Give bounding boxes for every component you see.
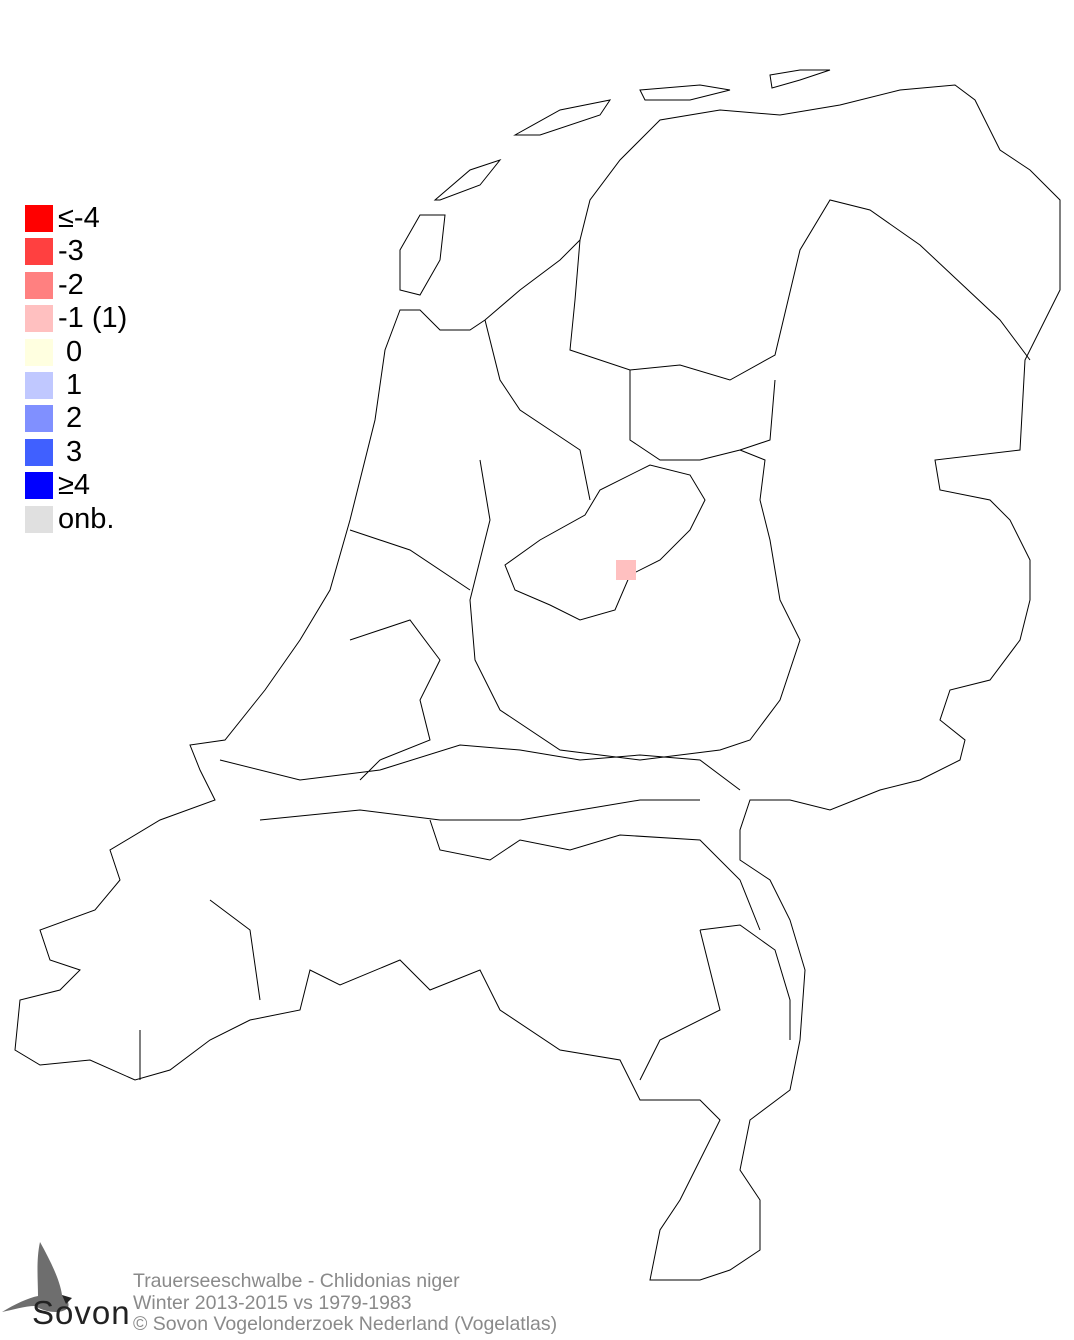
legend-swatch: [25, 305, 53, 333]
island-terschelling: [513, 99, 612, 136]
period: Winter 2013-2015 vs 1979-1983: [133, 1291, 412, 1314]
legend-swatch: [25, 472, 53, 500]
legend-label: ≤-4: [58, 202, 100, 234]
legend-swatch: [25, 338, 53, 366]
legend-label: 3: [58, 435, 83, 468]
legend-swatch: [25, 438, 53, 466]
mainland-outline: [14, 84, 1061, 1281]
logo-text: Sovon: [32, 1294, 131, 1331]
legend-swatch: [25, 405, 53, 433]
legend-swatch: [25, 271, 53, 299]
legend-swatch: [25, 238, 53, 266]
island-schiermonnikoog: [769, 69, 831, 89]
legend-label: 2: [58, 402, 83, 435]
map-caption: Trauerseeschwalbe - Chlidonias niger Win…: [133, 1270, 558, 1336]
swallow-icon: [2, 1242, 72, 1313]
island-texel: [399, 214, 446, 296]
map-cell-decline: [616, 560, 636, 580]
island-ameland: [639, 84, 731, 101]
legend-label: -1 (1): [58, 302, 128, 335]
legend-label: onb.: [58, 502, 115, 535]
legend-swatch: [25, 371, 53, 399]
legend-label: 0: [58, 335, 83, 368]
legend-swatch: [25, 505, 53, 533]
legend-label: ≥4: [58, 469, 91, 502]
legend-label: -2: [58, 268, 84, 301]
copyright: © Sovon Vogelonderzoek Nederland (Vogela…: [133, 1313, 558, 1335]
island-vlieland: [433, 158, 502, 201]
flevoland-outline: [504, 464, 706, 621]
species-title: Trauerseeschwalbe - Chlidonias niger: [133, 1270, 460, 1292]
legend-label: -3: [58, 235, 84, 268]
legend-label: 1: [58, 368, 83, 401]
province-boundaries: [139, 199, 1031, 1081]
legend-swatch: [25, 205, 53, 232]
